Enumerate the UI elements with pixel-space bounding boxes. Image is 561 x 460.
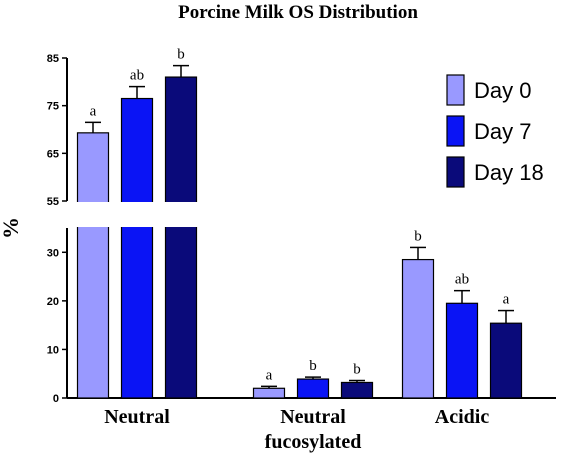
y-tick-label-0: 0: [53, 393, 59, 405]
bar-day-7-2: [445, 302, 479, 399]
category-labels: Neutral Neutral fucosylated Acidic: [104, 406, 489, 453]
y-tick-label-85: 85: [47, 53, 59, 65]
bar-day-18-1: [340, 381, 374, 399]
axis-break-gap: [75, 202, 225, 227]
significance-label: a: [90, 103, 97, 119]
y-tick-label-65: 65: [47, 148, 59, 160]
y-tick-label-10: 10: [47, 344, 59, 356]
significance-label: b: [309, 358, 317, 374]
bar-day-7-1: [296, 378, 330, 399]
significance-label: b: [414, 228, 422, 244]
y-tick-label-75: 75: [47, 101, 59, 113]
bar-day-18-2: [489, 322, 523, 399]
significance-label: a: [503, 292, 510, 308]
bar-day-0-1: [252, 387, 286, 399]
significance-label: ab: [455, 272, 469, 288]
y-axis-label: %: [0, 217, 23, 239]
category-label-0: Neutral: [104, 406, 170, 428]
legend-swatch-1: [446, 115, 465, 147]
significance-label: ab: [130, 68, 144, 84]
significance-label: b: [177, 47, 185, 63]
legend-label-0: Day 0: [474, 78, 531, 103]
significance-label: a: [266, 367, 273, 383]
category-label-1: Neutral: [280, 406, 346, 428]
y-tick-label-55: 55: [47, 196, 59, 208]
legend-swatch-0: [446, 74, 465, 106]
significance-label: b: [353, 362, 361, 378]
legend-swatch-2: [446, 156, 465, 188]
y-tick-label-20: 20: [47, 296, 59, 308]
legend: Day 0 Day 7 Day 18: [446, 74, 544, 188]
legend-label-2: Day 18: [474, 160, 544, 185]
category-label-1: fucosylated: [265, 431, 362, 453]
chart-title: Porcine Milk OS Distribution: [178, 2, 418, 23]
bar-day-0-2: [401, 258, 435, 399]
category-label-2: Acidic: [435, 406, 490, 428]
bar-day-0-0: [76, 132, 110, 399]
y-tick-label-30: 30: [47, 247, 59, 259]
legend-label-1: Day 7: [474, 119, 531, 144]
bar-day-7-0: [120, 97, 154, 399]
bar-day-18-0: [164, 76, 198, 399]
